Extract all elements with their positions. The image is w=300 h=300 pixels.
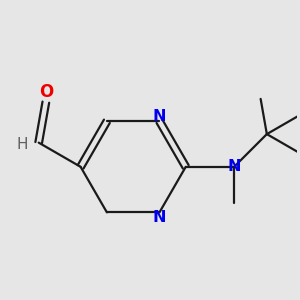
- Text: N: N: [153, 109, 166, 124]
- Text: H: H: [17, 137, 28, 152]
- Text: N: N: [227, 159, 241, 174]
- Text: N: N: [153, 210, 166, 225]
- Text: O: O: [39, 82, 53, 100]
